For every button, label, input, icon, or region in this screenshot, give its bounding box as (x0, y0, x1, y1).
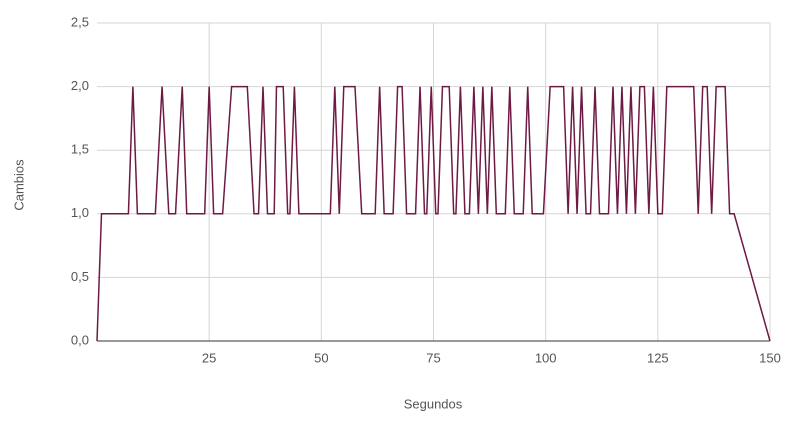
y-axis-label: Cambios (11, 159, 26, 211)
y-tick-label: 0,5 (71, 269, 89, 284)
x-tick-label: 75 (426, 350, 440, 365)
data-line (96, 85, 771, 342)
x-tick-label: 25 (202, 350, 216, 365)
y-tick-label: 1,0 (71, 205, 89, 220)
x-tick-label: 100 (535, 350, 557, 365)
x-tick-label: 125 (647, 350, 669, 365)
x-axis-label: Segundos (404, 396, 463, 411)
x-tick-label: 50 (314, 350, 328, 365)
x-tick-label: 150 (759, 350, 781, 365)
y-tick-label: 2,0 (71, 78, 89, 93)
y-tick-label: 0,0 (71, 332, 89, 347)
y-tick-label: 2,5 (71, 14, 89, 29)
y-tick-label: 1,5 (71, 142, 89, 157)
